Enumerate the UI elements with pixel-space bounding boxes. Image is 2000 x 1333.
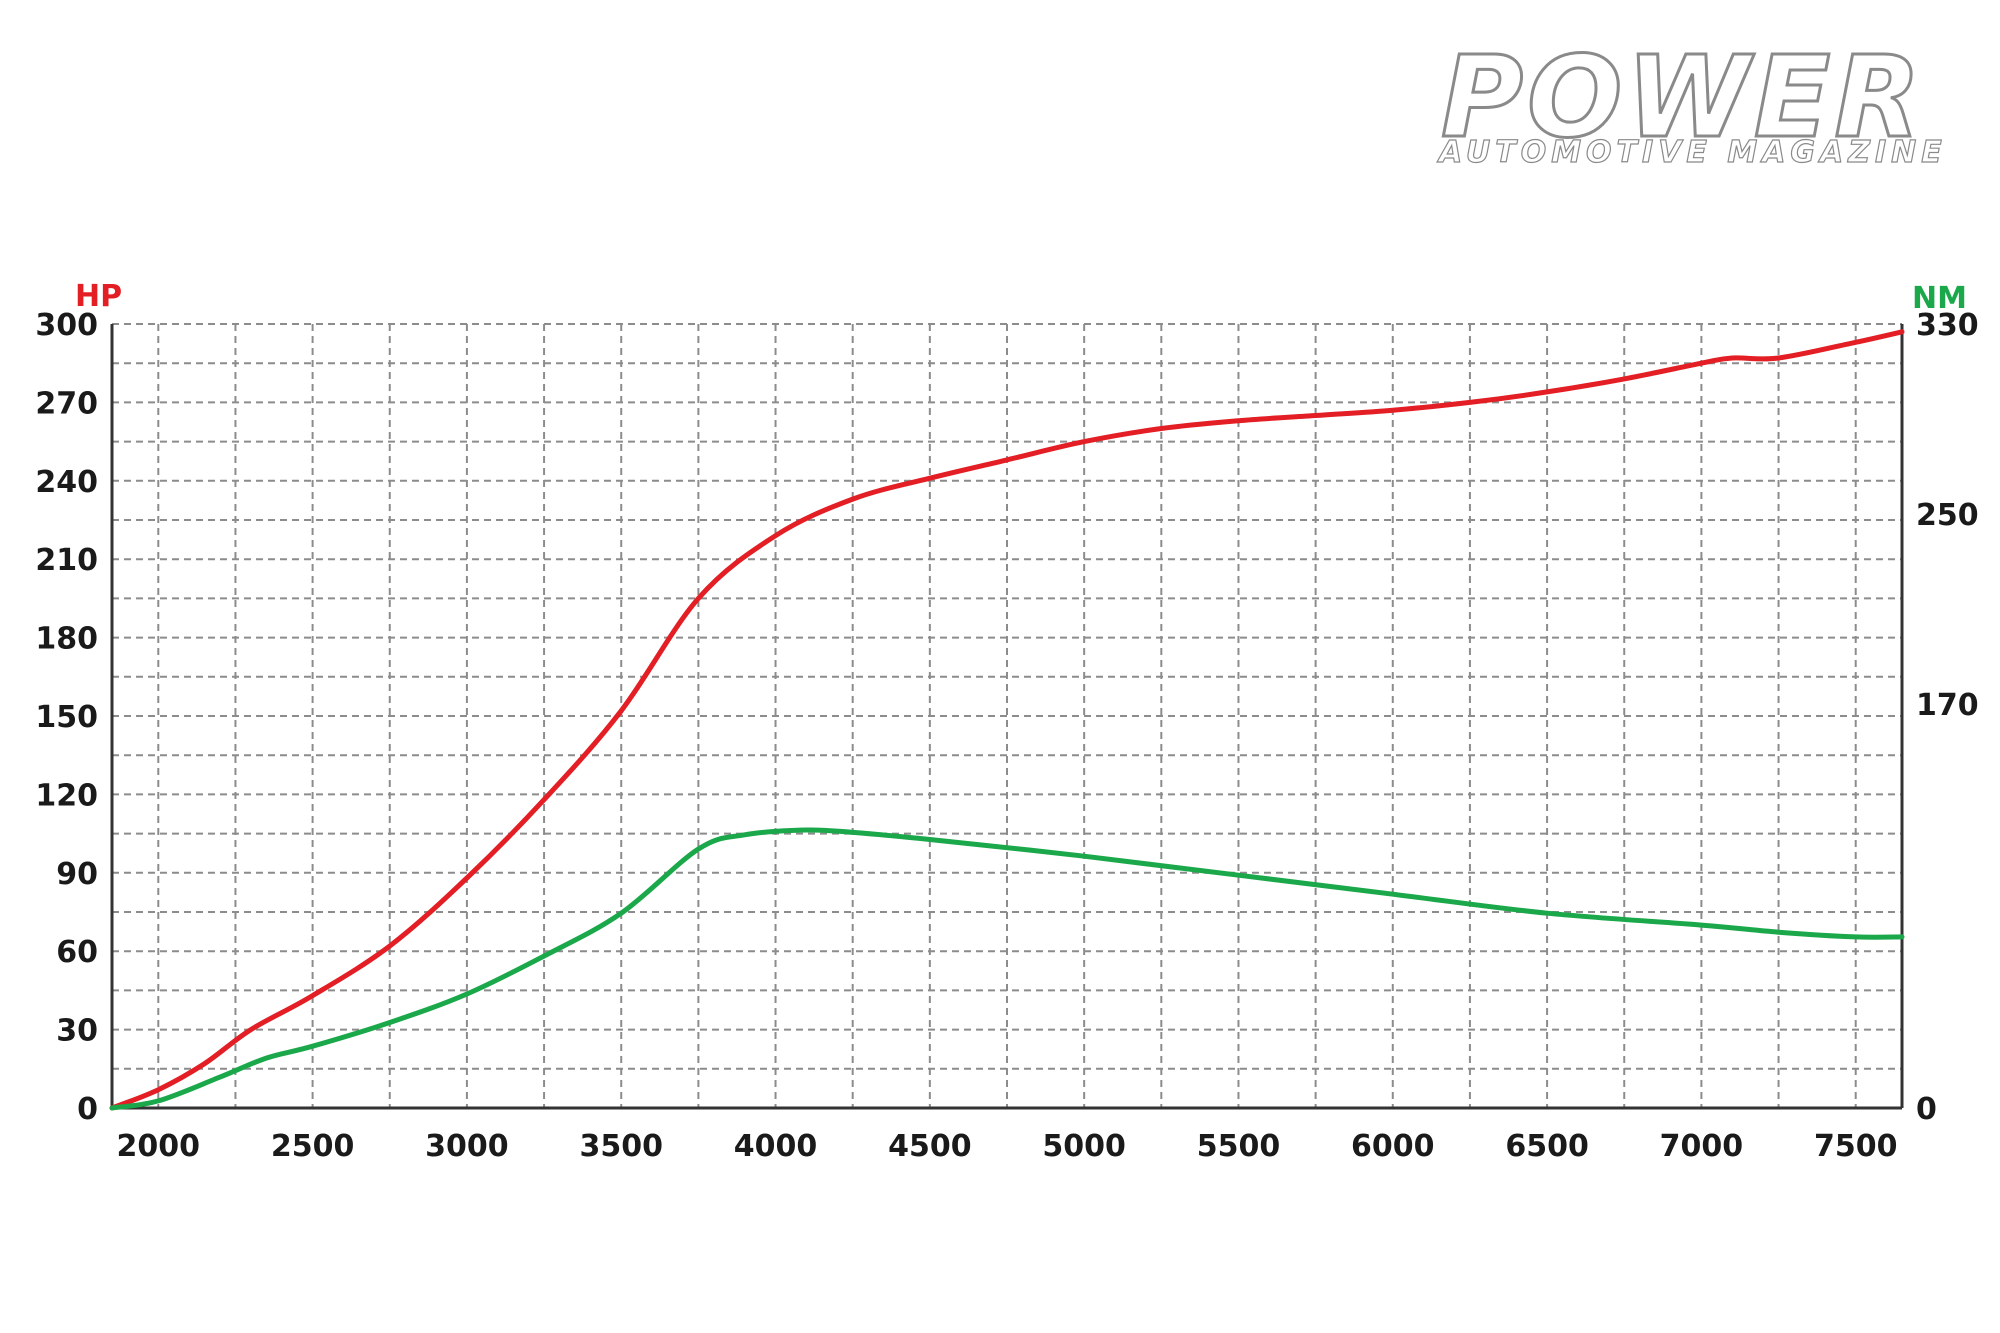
hp-tick-label: 120	[35, 778, 98, 813]
logo-subtitle: AUTOMOTIVE MAGAZINE	[1437, 135, 1947, 168]
x-tick-label: 2000	[117, 1129, 201, 1164]
nm-curve	[109, 827, 1905, 1111]
hp-tick-label: 60	[56, 935, 98, 970]
x-tick-label: 6500	[1505, 1129, 1589, 1164]
chart-series	[109, 329, 1905, 1111]
x-tick-label: 6000	[1351, 1129, 1435, 1164]
x-tick-label: 4000	[734, 1129, 818, 1164]
hp-tick-label: 150	[35, 700, 98, 735]
x-tick-label: 4500	[888, 1129, 972, 1164]
nm-tick-label: 0	[1916, 1092, 1937, 1127]
hp-tick-label: 90	[56, 857, 98, 892]
hp-tick-label: 30	[56, 1014, 98, 1049]
chart-ticks: 2000 2500 3000 3500 4000 4500 5000 5500 6000 6500…	[35, 308, 1978, 1164]
nm-tick-label: 250	[1916, 498, 1979, 533]
x-tick-label: 7500	[1814, 1129, 1898, 1164]
hp-tick-label: 270	[35, 386, 98, 421]
x-tick-label: 7000	[1660, 1129, 1744, 1164]
power-magazine-logo: POWER AUTOMOTIVE MAGAZINE	[1436, 50, 1947, 168]
nm-tick-label: 330	[1916, 308, 1979, 343]
hp-tick-label: 300	[35, 308, 98, 343]
hp-tick-label: 240	[35, 465, 98, 500]
hp-axis-label: HP	[75, 279, 122, 314]
chart-axes	[110, 324, 1904, 1110]
nm-axis-label: NM	[1912, 281, 1967, 316]
nm-tick-label: 170	[1916, 688, 1979, 723]
hp-tick-label: 210	[35, 543, 98, 578]
x-tick-label: 5500	[1197, 1129, 1281, 1164]
x-tick-label: 3500	[579, 1129, 663, 1164]
hp-tick-label: 0	[77, 1092, 98, 1127]
hp-curve	[109, 329, 1905, 1111]
logo-title: POWER	[1441, 50, 1925, 163]
chart-grid	[112, 323, 1902, 1108]
hp-tick-label: 180	[35, 622, 98, 657]
x-tick-label: 3000	[425, 1129, 509, 1164]
x-tick-label: 5000	[1042, 1129, 1126, 1164]
x-tick-label: 2500	[271, 1129, 355, 1164]
